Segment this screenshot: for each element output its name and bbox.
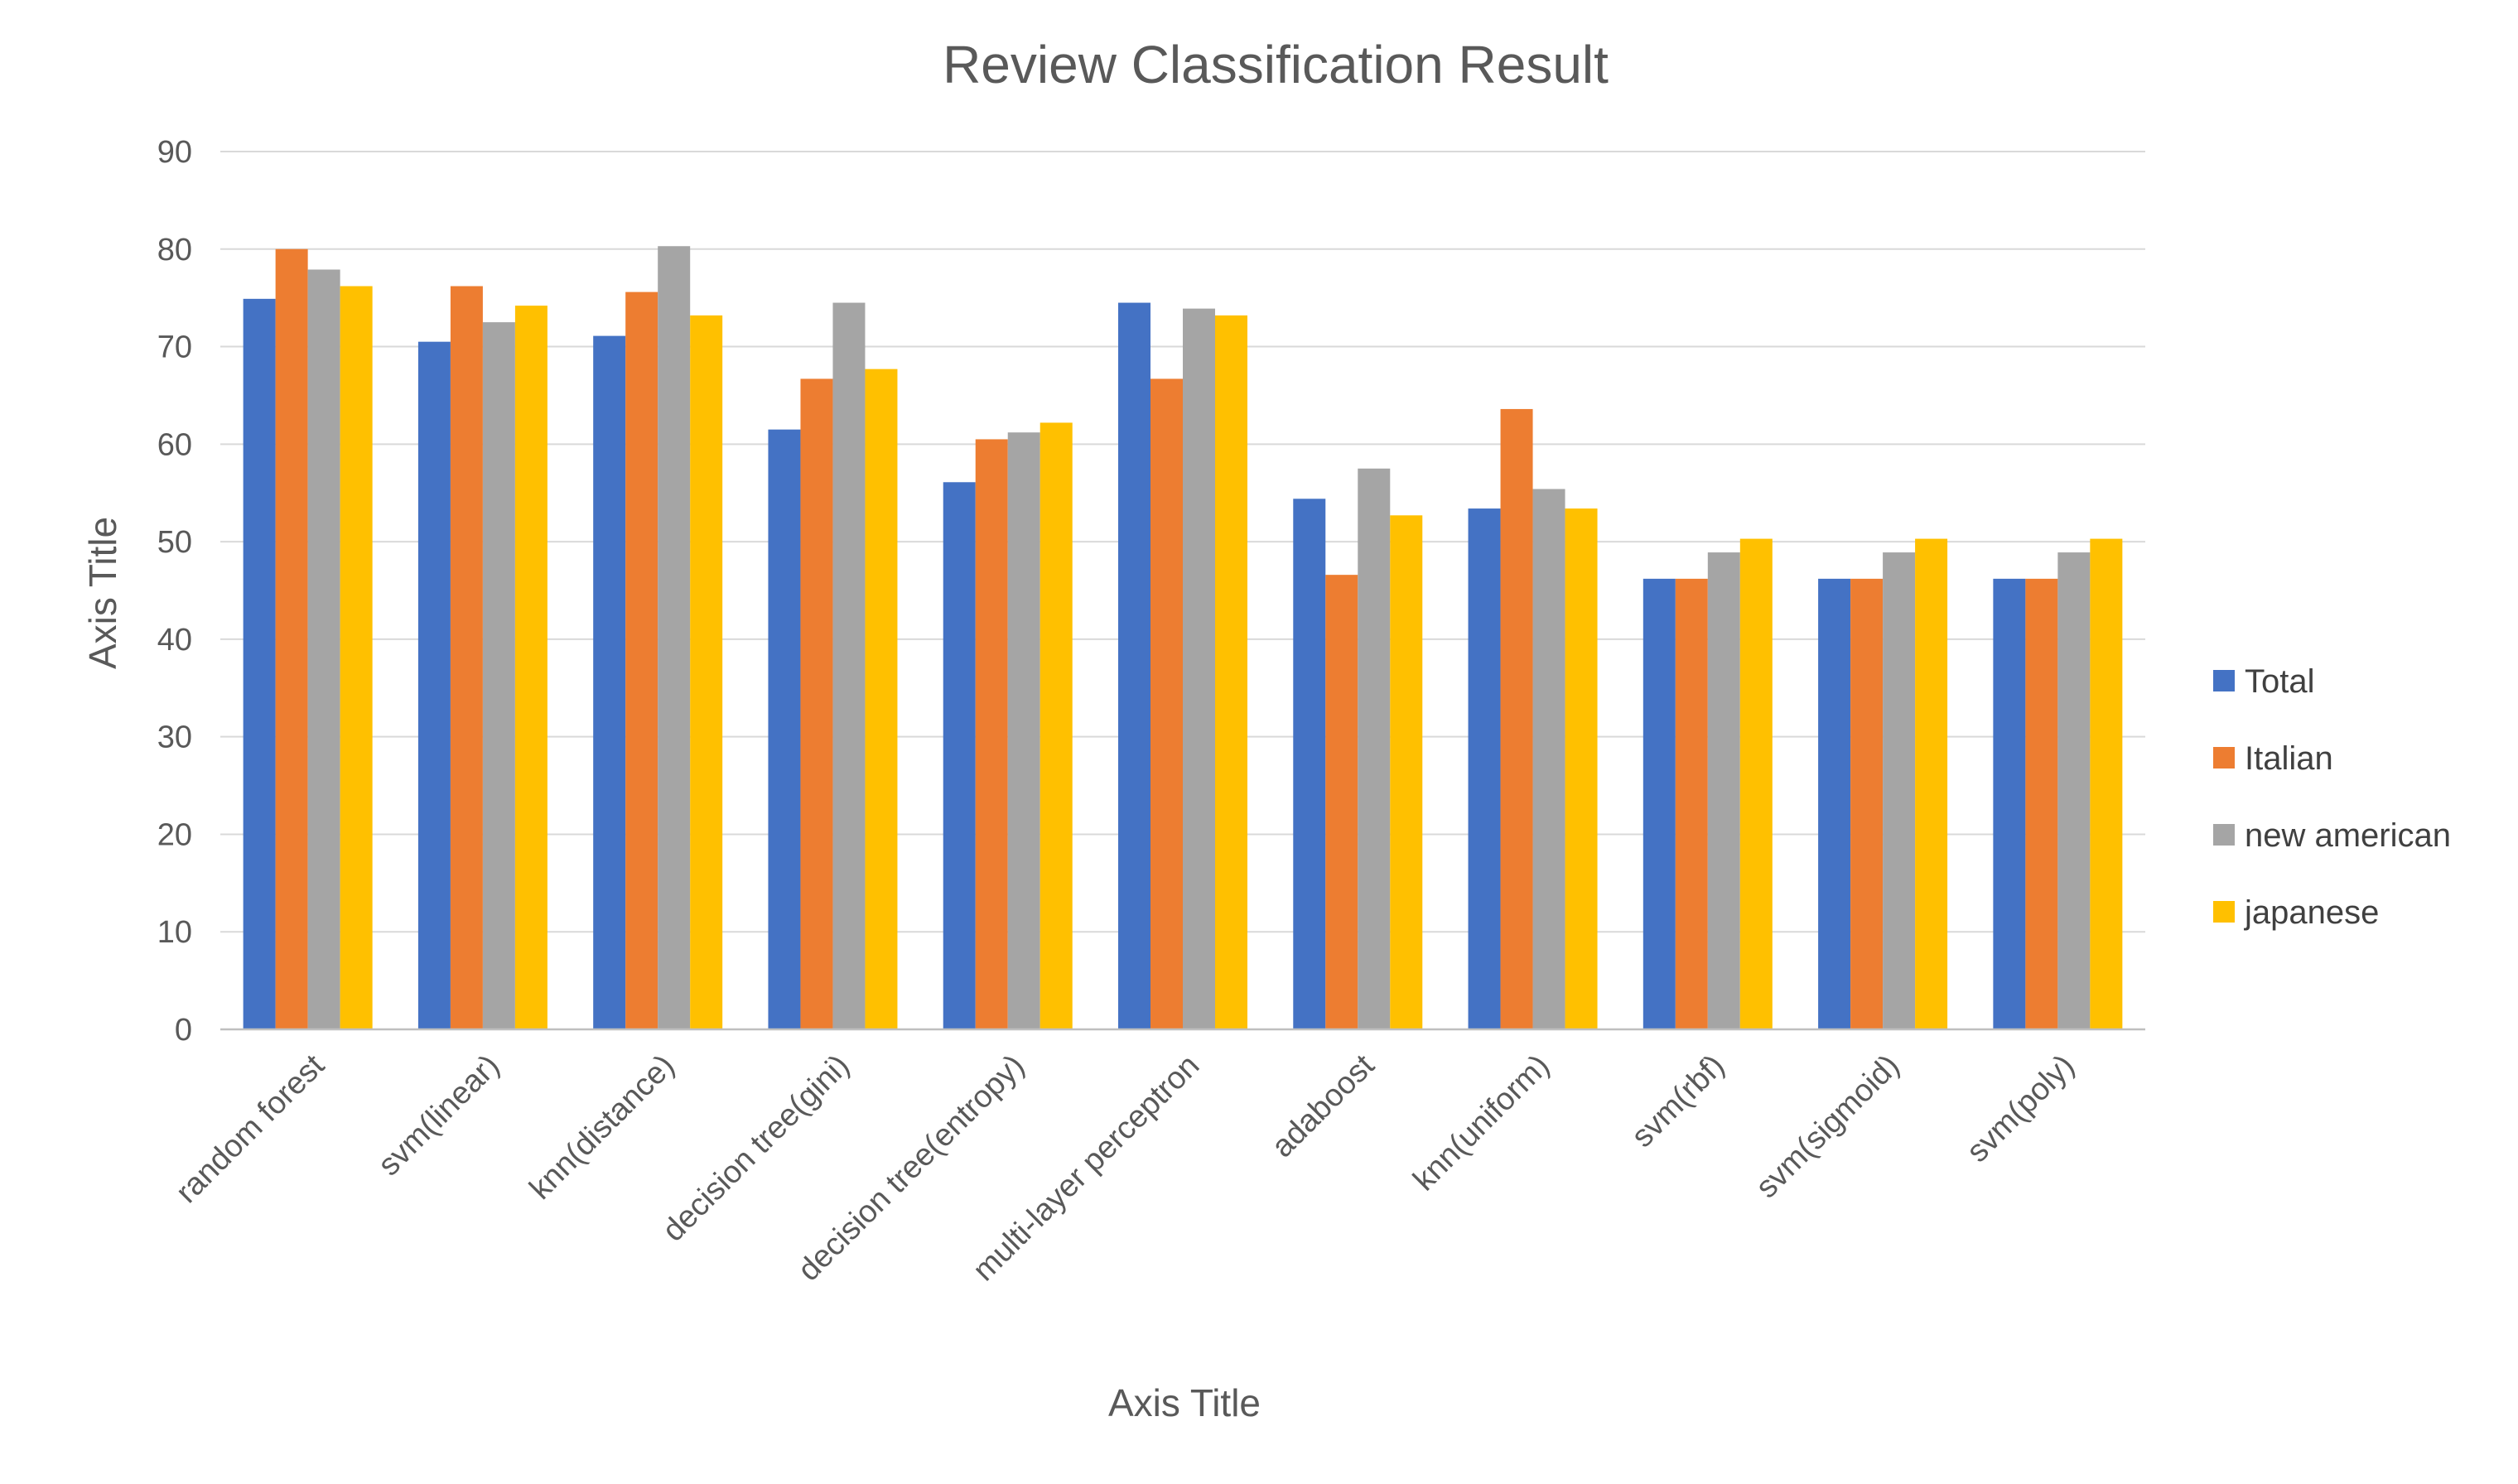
- bar-total: [243, 298, 276, 1029]
- x-tick-label: svm(linear): [372, 1048, 507, 1183]
- bar-italian: [2025, 578, 2058, 1029]
- bar-japanese: [340, 286, 373, 1029]
- bar-new-american: [1007, 432, 1040, 1029]
- legend-item-total: Total: [2213, 663, 2315, 700]
- bar-new-american: [832, 302, 866, 1029]
- x-tick-label: svm(rbf): [1625, 1048, 1731, 1154]
- x-tick-label: knn(distance): [523, 1048, 682, 1207]
- bar-total: [1818, 578, 1851, 1029]
- chart-title: Review Classification Result: [943, 35, 1609, 94]
- y-tick-label: 50: [157, 525, 192, 560]
- legend: Total Italian new american japanese: [2213, 663, 2451, 931]
- x-tick-label: knn(uniform): [1406, 1048, 1556, 1198]
- bar-italian: [275, 248, 308, 1029]
- bar-total: [593, 335, 626, 1030]
- bar-japanese: [865, 369, 898, 1030]
- bar-japanese: [514, 306, 547, 1030]
- bar-new-american: [1883, 552, 1916, 1029]
- y-axis-ticks: 0 10 20 30 40 50 60 70 80 90: [157, 135, 192, 1048]
- legend-label: Italian: [2245, 740, 2333, 777]
- bar-japanese: [1390, 515, 1423, 1029]
- x-axis-ticks: random forest svm(linear) knn(distance)dec…: [170, 1048, 2081, 1288]
- bar-italian: [1150, 378, 1183, 1029]
- bar-italian: [800, 378, 833, 1029]
- bar-new-american: [1707, 552, 1740, 1029]
- bar-japanese: [690, 315, 723, 1029]
- bar-total: [1118, 302, 1150, 1029]
- bar-japanese: [1040, 422, 1073, 1029]
- legend-swatch: [2213, 901, 2235, 923]
- bar-japanese: [2090, 538, 2123, 1029]
- bar-total: [768, 429, 801, 1029]
- y-tick-label: 20: [157, 817, 192, 852]
- y-tick-label: 70: [157, 330, 192, 365]
- legend-label: japanese: [2244, 894, 2379, 931]
- x-tick-label: random forest: [170, 1048, 332, 1210]
- x-axis-title: Axis Title: [1108, 1381, 1261, 1424]
- legend-label: Total: [2245, 663, 2315, 700]
- x-tick-label: adaboost: [1265, 1048, 1382, 1164]
- y-axis-title: Axis Title: [81, 517, 124, 669]
- bar-new-american: [482, 322, 515, 1030]
- y-tick-label: 30: [157, 720, 192, 755]
- legend-item-japanese: japanese: [2213, 894, 2379, 931]
- legend-swatch: [2213, 824, 2235, 846]
- bar-italian: [450, 286, 483, 1029]
- bar-total: [943, 482, 976, 1029]
- x-tick-label: svm(poly): [1961, 1048, 2081, 1169]
- x-tick-label: svm(sigmoid): [1749, 1048, 1906, 1205]
- bar-italian: [1675, 578, 1708, 1029]
- bar-italian: [1500, 408, 1533, 1029]
- bar-total: [417, 341, 451, 1030]
- y-tick-label: 80: [157, 233, 192, 267]
- bar-new-american: [1358, 468, 1391, 1029]
- x-tick-label: decision tree(gini): [656, 1048, 856, 1249]
- bar-italian: [625, 292, 658, 1030]
- bar-japanese: [1565, 508, 1598, 1029]
- bar-new-american: [1183, 308, 1215, 1030]
- bar-total: [1468, 508, 1501, 1029]
- legend-swatch: [2213, 747, 2235, 768]
- bar-italian: [1325, 575, 1358, 1029]
- bar-japanese: [1915, 538, 1948, 1029]
- bar-total: [1993, 578, 2026, 1029]
- legend-item-new-american: new american: [2213, 817, 2451, 854]
- bar-new-american: [1532, 489, 1565, 1029]
- bar-total: [1642, 578, 1676, 1029]
- y-tick-label: 40: [157, 623, 192, 658]
- bar-total: [1293, 499, 1326, 1029]
- bar-japanese: [1215, 315, 1247, 1029]
- y-tick-label: 90: [157, 135, 192, 170]
- y-tick-label: 0: [175, 1013, 192, 1048]
- bar-new-american: [307, 269, 340, 1029]
- bar-new-american: [658, 246, 691, 1029]
- legend-item-italian: Italian: [2213, 740, 2333, 777]
- legend-swatch: [2213, 670, 2235, 691]
- bar-japanese: [1739, 538, 1773, 1029]
- y-tick-label: 60: [157, 427, 192, 462]
- bar-italian: [1850, 578, 1884, 1029]
- legend-label: new american: [2245, 817, 2451, 854]
- bars: [243, 246, 2123, 1030]
- y-tick-label: 10: [157, 915, 192, 950]
- bar-italian: [975, 439, 1008, 1029]
- bar-new-american: [2057, 552, 2091, 1029]
